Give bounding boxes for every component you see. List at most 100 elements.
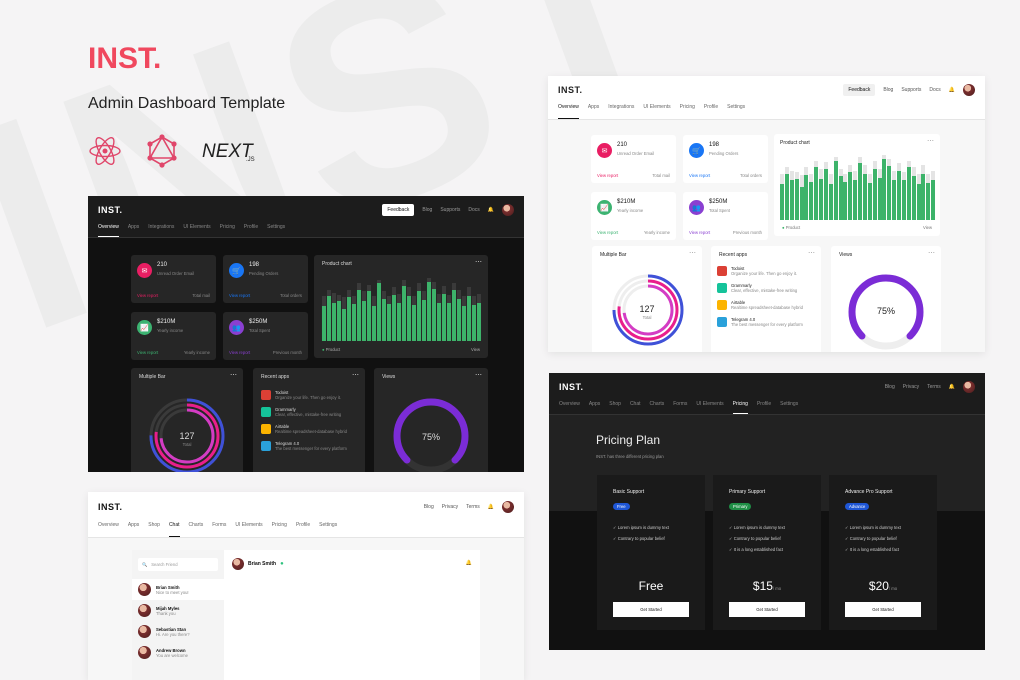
get-started-button[interactable]: Get Started (845, 602, 921, 617)
tab-settings[interactable]: Settings (267, 224, 286, 230)
tab-chat[interactable]: Chat (629, 401, 641, 407)
bell-icon[interactable]: 🔔 (487, 504, 494, 510)
nav-link-blog[interactable]: Blog (884, 384, 895, 390)
recent-app-item[interactable]: Todoist Organize your life. Then go enjo… (261, 390, 359, 400)
tab-settings[interactable]: Settings (319, 522, 338, 528)
nav-link-blog[interactable]: Blog (423, 504, 434, 510)
tab-ui-elements[interactable]: UI Elements (696, 401, 724, 407)
nav-link-docs[interactable]: Docs (468, 207, 480, 213)
nav-link-blog[interactable]: Blog (422, 207, 433, 213)
view-report-link[interactable]: View report (137, 293, 159, 298)
tab-profile[interactable]: Profile (243, 224, 259, 230)
search-field[interactable]: 🔍 Search Friend (138, 558, 218, 571)
tab-profile[interactable]: Profile (703, 104, 719, 110)
view-report-link[interactable]: View report (597, 230, 619, 235)
contact-list-item[interactable]: Andrew Brown You are welcome (132, 642, 224, 663)
avatar[interactable] (502, 501, 514, 513)
more-icon[interactable]: ⋯ (352, 372, 359, 379)
recent-app-item[interactable]: Todoist Organize your life. Then go enjo… (717, 266, 817, 276)
tab-overview[interactable]: Overview (558, 104, 579, 119)
get-started-button[interactable]: Get Started (613, 602, 689, 617)
feedback-button[interactable]: Feedback (382, 204, 415, 216)
plan-price: Free (638, 579, 664, 593)
contact-list-item[interactable]: Brian Smith Nice to meet you! (132, 579, 224, 600)
tab-ui-elements[interactable]: UI Elements (183, 224, 211, 230)
tab-forms[interactable]: Forms (212, 522, 227, 528)
recent-app-item[interactable]: Telegram 4.0 The best messenger for ever… (717, 317, 817, 327)
nav-link-supports[interactable]: Supports (901, 87, 922, 93)
tab-ui-elements[interactable]: UI Elements (235, 522, 263, 528)
tab-shop[interactable]: Shop (609, 401, 621, 407)
nav-link-terms[interactable]: Terms (466, 504, 480, 510)
tab-apps[interactable]: Apps (587, 104, 600, 110)
bell-icon[interactable]: 🔔 (948, 384, 955, 390)
more-icon[interactable]: ⋯ (475, 259, 482, 266)
tab-integrations[interactable]: Integrations (608, 104, 635, 110)
tab-pricing[interactable]: Pricing (679, 104, 695, 110)
tab-shop[interactable]: Shop (148, 522, 160, 528)
tab-apps[interactable]: Apps (588, 401, 601, 407)
chart-view-link[interactable]: View (470, 347, 480, 352)
avatar[interactable] (963, 381, 975, 393)
tab-integrations[interactable]: Integrations (148, 224, 175, 230)
tab-apps[interactable]: Apps (127, 522, 140, 528)
view-report-link[interactable]: View report (597, 173, 619, 178)
get-started-button[interactable]: Get Started (729, 602, 805, 617)
nav-link-privacy[interactable]: Privacy (902, 384, 920, 390)
chart-bar (887, 154, 892, 220)
next-js-logo: NEXT.JS (202, 141, 255, 163)
avatar[interactable] (963, 84, 975, 96)
tab-settings[interactable]: Settings (727, 104, 746, 110)
chart-view-link[interactable]: View (922, 225, 932, 230)
more-icon[interactable]: ⋯ (808, 250, 815, 257)
recent-app-item[interactable]: Grammarly Clear, effective, mistake-free… (261, 407, 359, 417)
more-icon[interactable]: ⋯ (927, 138, 934, 145)
recent-app-item[interactable]: Grammarly Clear, effective, mistake-free… (717, 283, 817, 293)
tab-overview[interactable]: Overview (98, 522, 119, 528)
chart-bar (377, 277, 381, 341)
recent-app-item[interactable]: Airtable Realtime spreadsheet-database h… (717, 300, 817, 310)
tab-ui-elements[interactable]: UI Elements (643, 104, 671, 110)
tab-profile[interactable]: Profile (756, 401, 772, 407)
notification-bell-icon[interactable]: 🔔 (465, 560, 472, 566)
recent-app-item[interactable]: Airtable Realtime spreadsheet-database h… (261, 424, 359, 434)
tab-charts[interactable]: Charts (649, 401, 665, 407)
nav-link-blog[interactable]: Blog (883, 87, 894, 93)
avatar[interactable] (502, 204, 514, 216)
plan-feature: ✓ It is a long established fact (845, 547, 900, 552)
chart-bar (412, 277, 416, 341)
tab-pricing[interactable]: Pricing (219, 224, 235, 230)
bell-icon[interactable]: 🔔 (948, 87, 955, 93)
more-icon[interactable]: ⋯ (475, 372, 482, 379)
nav-link-supports[interactable]: Supports (440, 207, 461, 213)
contact-list-item[interactable]: Mijah Myles Thank you (132, 600, 224, 621)
nav-link-terms[interactable]: Terms (927, 384, 941, 390)
tab-charts[interactable]: Charts (188, 522, 204, 528)
tab-chat[interactable]: Chat (168, 522, 180, 537)
tab-forms[interactable]: Forms (673, 401, 688, 407)
tab-overview[interactable]: Overview (559, 401, 580, 407)
view-report-link[interactable]: View report (689, 230, 711, 235)
more-icon[interactable]: ⋯ (230, 372, 237, 379)
view-report-link[interactable]: View report (229, 293, 251, 298)
nav-link-privacy[interactable]: Privacy (441, 504, 459, 510)
search-input[interactable]: Search Friend (151, 562, 178, 567)
recent-app-item[interactable]: Telegram 4.0 The best messenger for ever… (261, 441, 359, 451)
view-report-link[interactable]: View report (229, 350, 251, 355)
tab-settings[interactable]: Settings (780, 401, 799, 407)
chart-bar (843, 154, 848, 220)
stat-card: ✉ 210 Unread Order Email View report Tot… (591, 135, 676, 183)
contact-list-item[interactable]: Sebastian Stan Hi. Are you there? (132, 621, 224, 642)
view-report-link[interactable]: View report (137, 350, 159, 355)
bell-icon[interactable]: 🔔 (487, 207, 494, 213)
view-report-link[interactable]: View report (689, 173, 711, 178)
tab-pricing[interactable]: Pricing (732, 401, 748, 414)
tab-pricing[interactable]: Pricing (271, 522, 287, 528)
more-icon[interactable]: ⋯ (928, 250, 935, 257)
tab-overview[interactable]: Overview (98, 224, 119, 237)
more-icon[interactable]: ⋯ (689, 250, 696, 257)
tab-profile[interactable]: Profile (295, 522, 311, 528)
nav-link-docs[interactable]: Docs (929, 87, 941, 93)
feedback-button[interactable]: Feedback (843, 84, 876, 96)
tab-apps[interactable]: Apps (127, 224, 140, 230)
